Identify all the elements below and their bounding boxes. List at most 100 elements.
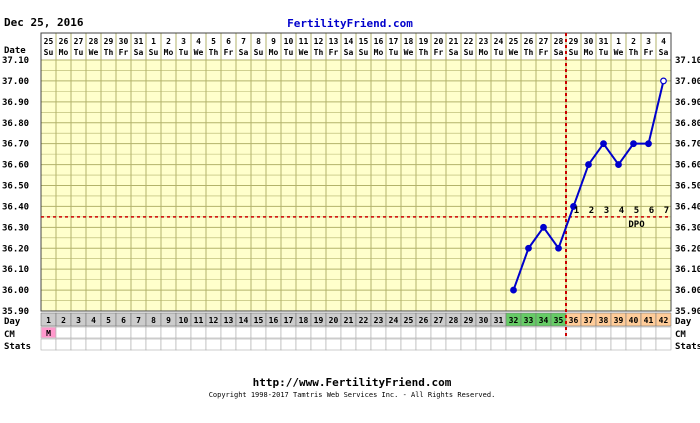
cycle-day-label: 31 [494,316,504,325]
weekday-label: Th [629,48,639,57]
date-label: 26 [524,37,534,46]
cm-cell [640,326,657,339]
cycle-day-label: 4 [91,316,96,325]
weekday-label: Sa [659,48,669,57]
y-tick-left: 35.90 [2,307,29,317]
footer-copyright: Copyright 1998-2017 Tamtris Web Services… [209,391,496,399]
y-tick-right: 36.40 [675,202,700,212]
cycle-day-label: 5 [106,316,111,325]
weekday-label: Fr [224,48,234,57]
cycle-day-label: 42 [659,316,669,325]
stats-cell [280,338,297,351]
cycle-day-label: 7 [136,316,141,325]
y-tick-right: 36.60 [675,161,700,171]
stats-cell [565,338,582,351]
y-tick-left: 36.90 [2,98,29,108]
date-label: 30 [119,37,129,46]
stats-cell [460,338,477,351]
date-label: 27 [539,37,549,46]
cycle-day-label: 17 [284,316,294,325]
cycle-day-label: 18 [299,316,309,325]
header-site-link[interactable]: FertilityFriend.com [287,17,413,30]
stats-cell [235,338,252,351]
stats-row-label-right: Stats [675,342,700,352]
weekday-label: Sa [344,48,354,57]
stats-cell [340,338,357,351]
cycle-day-label: 39 [614,316,624,325]
cycle-day-label: 20 [329,316,339,325]
cm-cell [625,326,642,339]
cm-cell [175,326,192,339]
temperature-point [570,203,577,210]
weekday-label: We [89,48,99,57]
date-label: 3 [181,37,186,46]
y-tick-left: 36.30 [2,223,29,233]
cycle-day-label: 28 [449,316,459,325]
stats-cell [160,338,177,351]
cycle-day-label: 22 [359,316,369,325]
date-label: 2 [631,37,636,46]
cycle-day-label: 40 [629,316,639,325]
date-label: 31 [134,37,144,46]
dpo-label: DPO [628,220,645,230]
weekday-label: We [509,48,519,57]
date-label: 12 [314,37,324,46]
cm-cell [115,326,132,339]
y-tick-left: 36.10 [2,265,29,275]
cm-cell [460,326,477,339]
weekday-label: Th [209,48,219,57]
weekday-label: Mo [374,48,384,57]
date-label: 16 [374,37,384,46]
stats-cell [610,338,627,351]
weekday-label: Tu [284,48,294,57]
date-label: 2 [166,37,171,46]
stats-cell [640,338,657,351]
stats-cell [580,338,597,351]
stats-cell [625,338,642,351]
date-label: 10 [284,37,294,46]
date-label: 22 [464,37,474,46]
cm-cell [340,326,357,339]
weekday-label: We [404,48,414,57]
weekday-label: Mo [164,48,174,57]
cycle-day-label: 6 [121,316,126,325]
weekday-label: Su [569,48,579,57]
date-label: 11 [299,37,309,46]
date-label: 31 [599,37,609,46]
weekday-label: Th [524,48,534,57]
cm-cell [295,326,312,339]
cycle-day-label: 8 [151,316,156,325]
y-tick-left: 36.60 [2,161,29,171]
cycle-day-label: 27 [434,316,444,325]
date-label: 30 [584,37,594,46]
date-label: 4 [661,37,666,46]
weekday-label: We [194,48,204,57]
date-label: 28 [554,37,564,46]
weekday-label: Su [464,48,474,57]
stats-cell [595,338,612,351]
dpo-number: 4 [619,206,625,216]
cycle-day-label: 36 [569,316,579,325]
y-tick-left: 36.00 [2,286,29,296]
y-tick-left: 36.40 [2,202,29,212]
temperature-point [660,77,667,85]
date-label: 5 [211,37,216,46]
date-row-label: Date [4,46,26,56]
cm-cell [535,326,552,339]
cm-cell [655,326,672,339]
footer-url[interactable]: http://www.FertilityFriend.com [253,376,452,389]
cycle-day-label: 34 [539,316,549,325]
cm-cell [595,326,612,339]
date-label: 25 [44,37,54,46]
stats-cell [415,338,432,351]
y-tick-right: 36.10 [675,265,700,275]
y-tick-right: 37.10 [675,56,700,66]
weekday-label: Tu [74,48,84,57]
stats-cell [385,338,402,351]
cm-row-label-right: CM [675,330,686,340]
cycle-day-label: 29 [464,316,474,325]
weekday-label: Th [419,48,429,57]
date-label: 25 [509,37,519,46]
date-label: 7 [241,37,246,46]
